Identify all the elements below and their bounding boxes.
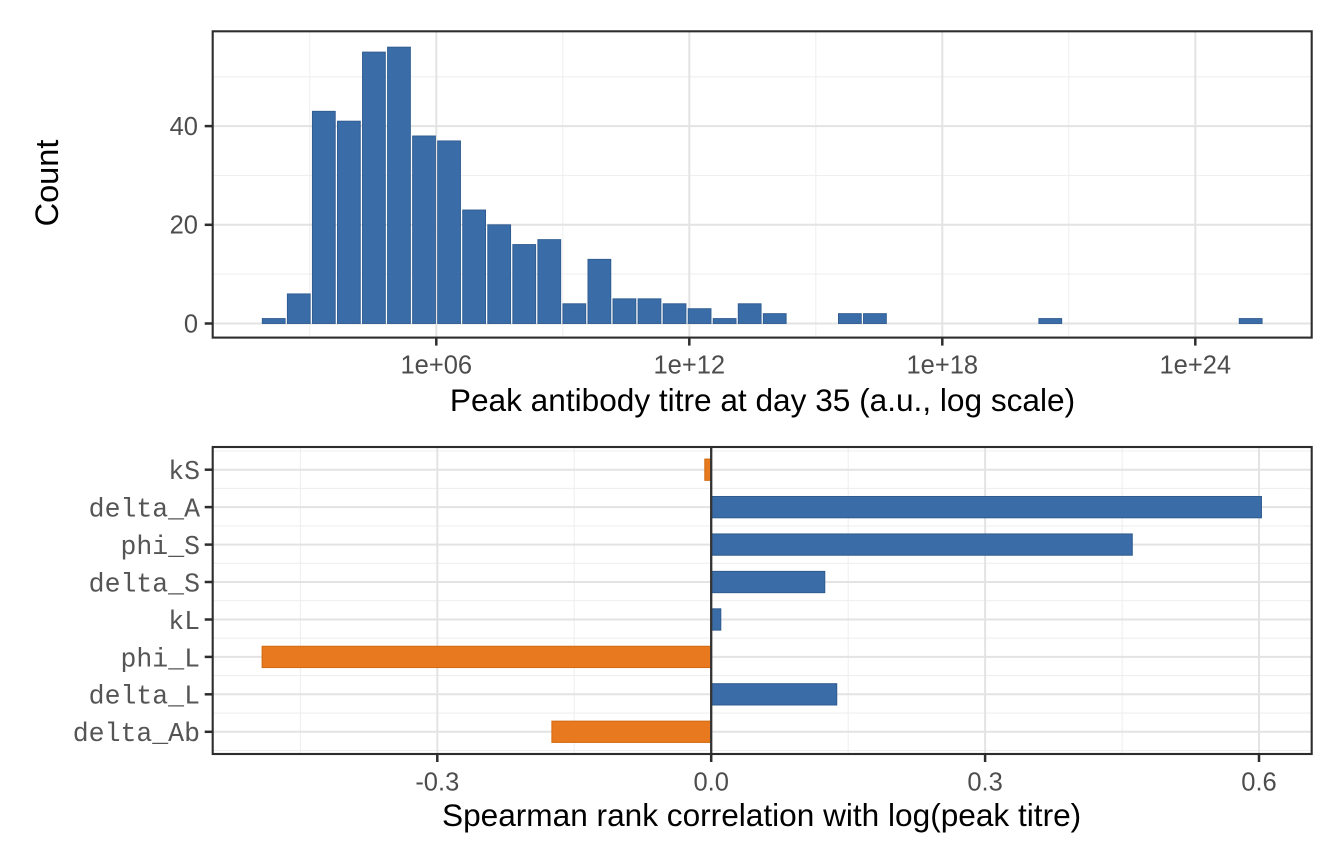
svg-text:phi_S: phi_S: [120, 532, 200, 562]
svg-text:0.0: 0.0: [693, 768, 728, 796]
svg-text:1e+12: 1e+12: [653, 351, 725, 379]
svg-text:1e+06: 1e+06: [400, 351, 472, 379]
svg-text:delta_L: delta_L: [89, 682, 200, 712]
svg-text:0: 0: [184, 310, 198, 338]
svg-text:40: 40: [170, 113, 198, 141]
svg-text:1e+24: 1e+24: [1159, 351, 1231, 379]
svg-text:Count: Count: [29, 140, 65, 227]
svg-text:kL: kL: [168, 607, 200, 637]
svg-text:delta_S: delta_S: [89, 569, 200, 599]
svg-text:0.6: 0.6: [1241, 768, 1276, 796]
svg-text:Peak antibody titre at day 35: Peak antibody titre at day 35 (a.u., log…: [450, 382, 1075, 418]
svg-text:0.3: 0.3: [967, 768, 1002, 796]
svg-text:Spearman rank correlation with: Spearman rank correlation with log(peak …: [442, 797, 1081, 833]
svg-text:delta_Ab: delta_Ab: [73, 719, 200, 749]
svg-text:kS: kS: [168, 457, 200, 487]
svg-text:delta_A: delta_A: [89, 495, 200, 525]
svg-text:-0.3: -0.3: [415, 768, 459, 796]
svg-text:20: 20: [170, 212, 198, 240]
svg-text:1e+18: 1e+18: [906, 351, 978, 379]
svg-text:phi_L: phi_L: [120, 644, 200, 674]
